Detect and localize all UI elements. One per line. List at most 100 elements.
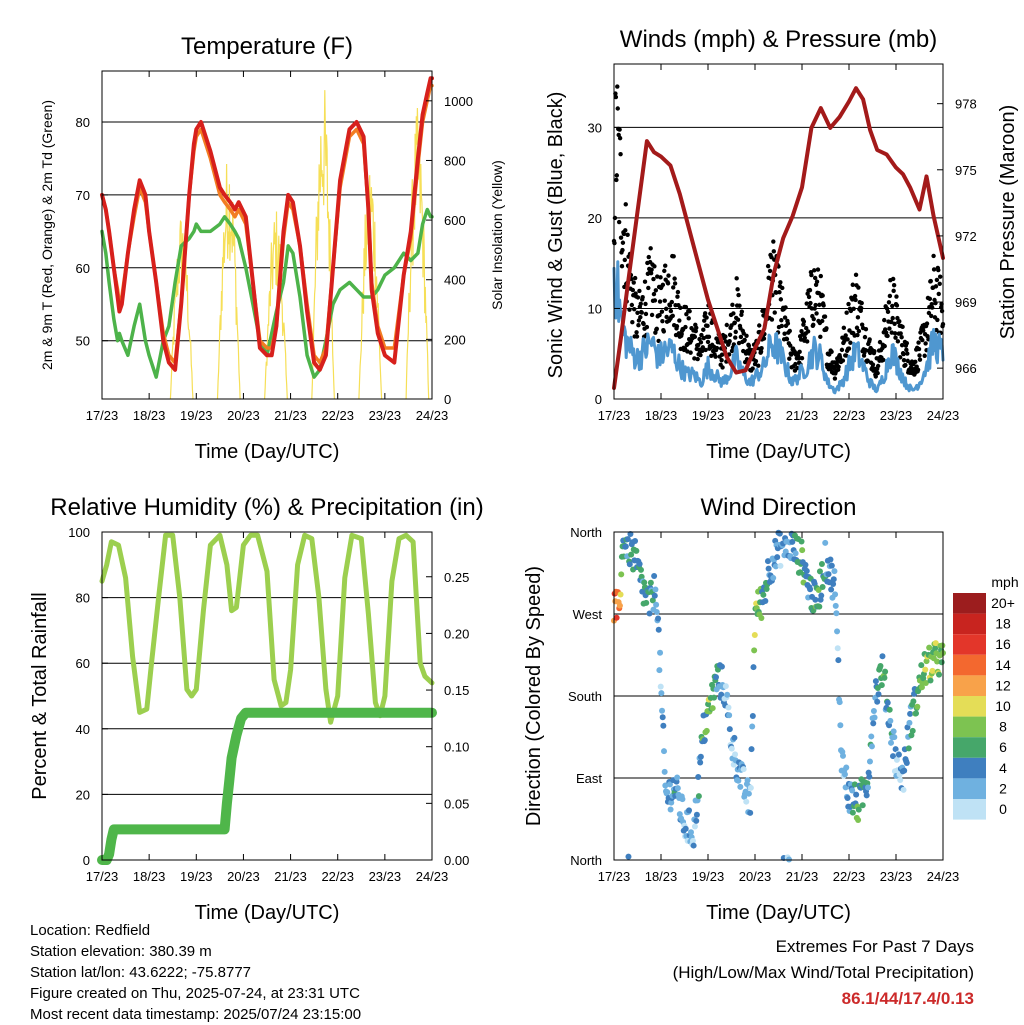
gust-point — [643, 311, 649, 317]
winds-ytick-label: 20 — [588, 211, 602, 226]
direction-point — [695, 793, 702, 800]
gust-point — [643, 301, 648, 307]
gust-point — [854, 325, 860, 330]
gust-point — [796, 355, 801, 361]
direction-xtick-label: 19/23 — [692, 869, 725, 884]
direction-point — [697, 759, 704, 766]
direction-point — [834, 645, 841, 652]
gust-point — [735, 287, 740, 292]
direction-xtick-label: 23/23 — [880, 869, 913, 884]
direction-point — [932, 640, 939, 647]
direction-point — [832, 591, 839, 598]
gust-point — [865, 358, 870, 364]
gust-point — [916, 340, 921, 345]
direction-point — [751, 647, 758, 654]
direction-point — [936, 671, 943, 678]
gust-point — [891, 288, 896, 294]
gust-point — [807, 287, 813, 293]
direction-point — [687, 829, 694, 836]
gust-point — [687, 309, 692, 314]
gust-point — [759, 346, 764, 351]
humidity-ytick-label: 20 — [76, 787, 90, 802]
gust-point — [836, 364, 841, 369]
direction-point — [872, 678, 879, 685]
humidity-xtick-label: 18/23 — [133, 869, 166, 884]
gust-point — [701, 327, 706, 332]
gust-point — [683, 324, 688, 330]
gust-point — [859, 300, 864, 306]
gust-point — [820, 293, 825, 298]
direction-point — [816, 603, 823, 610]
gust-point — [616, 219, 622, 225]
gust-point — [634, 334, 640, 339]
direction-point — [819, 584, 826, 591]
humidity-y2tick-label: 0.00 — [444, 853, 469, 868]
gust-point — [812, 306, 817, 311]
gust-point — [617, 135, 623, 141]
direction-point — [882, 668, 889, 675]
winds-ytick-label: 30 — [588, 120, 602, 135]
direction-point — [863, 792, 870, 799]
gust-point — [706, 334, 712, 340]
direction-point — [658, 690, 665, 697]
speed-legend-label: 18 — [995, 616, 1011, 632]
temperature-panel: Temperature (F) Time (Day/UTC) 17/23 18/23 1… — [39, 33, 505, 463]
gust-point — [822, 314, 828, 319]
temperature-y2tick-label: 200 — [444, 332, 466, 347]
gust-point — [705, 339, 711, 345]
speed-legend-title: mph — [991, 574, 1018, 590]
gust-point — [782, 315, 788, 320]
direction-point — [837, 722, 844, 729]
speed-legend: mph 20+ 18 16 14 12 10 8 6 4 2 0 — [953, 574, 1019, 820]
gust-point — [664, 314, 669, 320]
gust-point — [917, 353, 922, 358]
speed-legend-label: 4 — [999, 760, 1007, 776]
humidity-ytick-label: 60 — [76, 656, 90, 671]
direction-point — [655, 626, 662, 633]
direction-point — [812, 596, 819, 603]
gust-point — [804, 301, 809, 306]
direction-point — [849, 809, 856, 816]
direction-ytick-label: East — [576, 771, 602, 786]
gust-point — [927, 296, 933, 302]
temperature-xtick-label: 21/23 — [274, 408, 307, 423]
gust-point — [688, 350, 693, 355]
direction-point — [870, 720, 877, 727]
gust-point — [661, 329, 667, 334]
gust-point — [895, 315, 900, 321]
winds-xtick-label: 24/23 — [927, 408, 960, 423]
gust-point — [813, 302, 818, 308]
gust-point — [665, 281, 671, 286]
gust-point — [622, 257, 628, 263]
direction-point — [822, 539, 829, 546]
gust-point — [875, 370, 880, 376]
gust-point — [935, 317, 940, 323]
gust-point — [646, 285, 651, 291]
gust-point — [782, 331, 787, 336]
gust-point — [772, 310, 777, 315]
gust-point — [808, 300, 813, 306]
gust-point — [892, 321, 897, 327]
gust-point — [639, 310, 644, 315]
gust-point — [881, 357, 886, 363]
gust-point — [862, 334, 868, 340]
winds-y2tick-label: 966 — [955, 361, 977, 376]
direction-point — [649, 597, 656, 604]
gust-point — [659, 309, 665, 314]
gust-point — [899, 335, 904, 340]
gust-point — [821, 303, 826, 308]
gust-point — [660, 282, 666, 288]
gust-point — [882, 343, 887, 349]
humidity-ylabel: Percent & Total Rainfall — [29, 592, 51, 800]
direction-ytick-label: North — [570, 853, 602, 868]
direction-point — [802, 561, 809, 568]
gust-point — [890, 303, 895, 309]
gust-point — [615, 106, 620, 111]
speed-legend-swatch — [953, 634, 986, 655]
gust-point — [846, 301, 851, 307]
winds-ytick-label: 10 — [588, 301, 602, 316]
humidity-y2tick-label: 0.15 — [444, 683, 469, 698]
direction-point — [647, 579, 654, 586]
gust-point — [625, 232, 630, 238]
solar-insolation-line — [216, 163, 241, 400]
